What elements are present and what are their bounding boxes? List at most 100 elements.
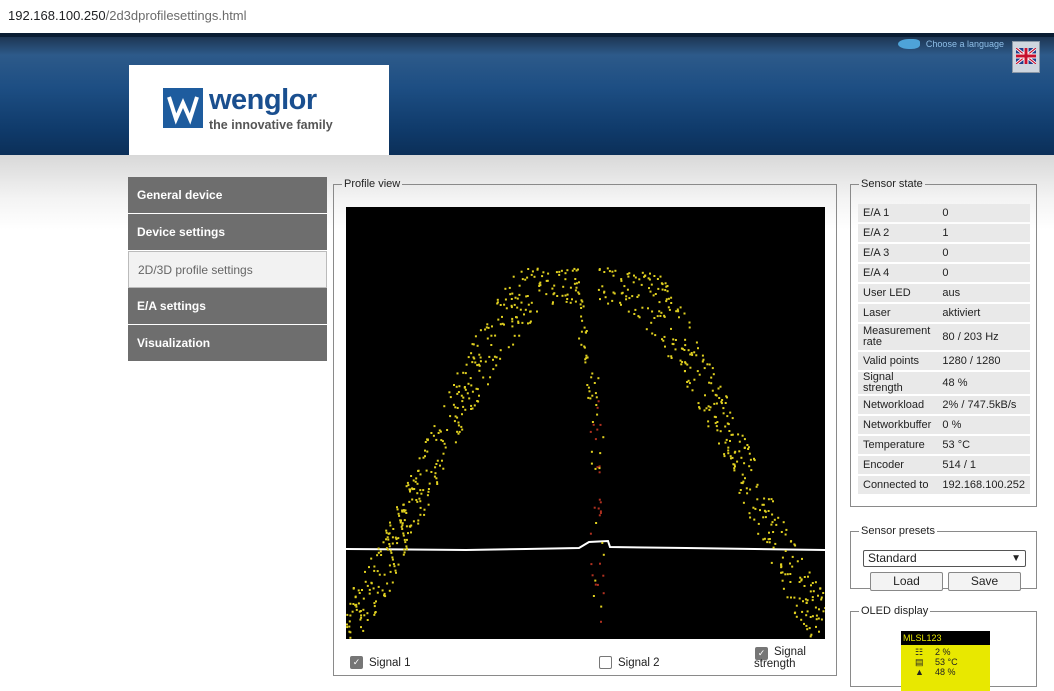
profile-point [756, 483, 759, 486]
uk-flag-icon[interactable] [1012, 41, 1040, 73]
sensor-state-key: Networkbuffer [858, 416, 938, 434]
profile-point [410, 531, 412, 534]
profile-point [349, 614, 352, 617]
profile-point [566, 293, 569, 296]
save-button[interactable]: Save [948, 572, 1021, 591]
profile-point [471, 407, 474, 410]
profile-point [352, 587, 355, 590]
profile-point [672, 338, 675, 341]
profile-point [476, 388, 479, 391]
profile-point [805, 601, 808, 604]
sensor-state-key-text: Temperature [863, 438, 925, 451]
profile-point [822, 592, 825, 594]
profile-point [596, 406, 599, 409]
signal2-checkbox[interactable]: Signal 2 [599, 656, 660, 669]
profile-point [408, 500, 411, 503]
profile-point [380, 554, 383, 556]
profile-point [602, 592, 605, 595]
profile-point [418, 457, 421, 460]
profile-point [684, 338, 687, 341]
sensor-state-key-text: User LED [863, 286, 911, 299]
profile-point [564, 278, 567, 281]
profile-point [664, 282, 667, 285]
profile-point [726, 422, 729, 425]
load-button[interactable]: Load [870, 572, 943, 591]
signal1-checkbox[interactable]: ✓ Signal 1 [350, 656, 411, 669]
sensor-state-key: User LED [858, 284, 938, 302]
url-text[interactable]: 192.168.100.250/2d3dprofilesettings.html [8, 8, 247, 23]
profile-point [799, 576, 802, 579]
profile-point [599, 510, 602, 513]
profile-point [359, 610, 362, 612]
language-chooser[interactable]: Choose a language [897, 39, 1004, 49]
profile-point [405, 485, 408, 488]
profile-point [657, 287, 660, 290]
profile-point [677, 310, 680, 313]
profile-point [395, 538, 398, 541]
profile-point [565, 300, 568, 303]
profile-point [493, 355, 496, 358]
profile-point [404, 509, 407, 512]
profile-point [784, 550, 787, 552]
profile-point [402, 553, 405, 556]
brand-name: wenglor [209, 84, 317, 116]
profile-point [725, 395, 728, 398]
profile-point [468, 397, 471, 400]
profile-point [707, 425, 710, 428]
profile-point [362, 597, 365, 600]
profile-point [664, 345, 666, 348]
profile-point [377, 585, 380, 588]
oled-title: MLSL123 [901, 631, 990, 645]
nav-item-visualization[interactable]: Visualization [128, 325, 327, 362]
profile-point [793, 543, 796, 546]
preset-select[interactable]: Standard ▼ [863, 550, 1026, 567]
profile-point [738, 450, 741, 453]
profile-point [478, 363, 480, 366]
profile-point [742, 480, 745, 483]
profile-point [376, 554, 379, 557]
profile-point [640, 283, 643, 286]
profile-point [590, 450, 593, 453]
profile-point [402, 532, 405, 535]
profile-point [746, 444, 749, 446]
profile-view-panel: Profile view ✓ Signal 1 Signal 2 ✓ Signa… [333, 178, 837, 676]
profile-point [529, 321, 532, 324]
profile-point [718, 397, 721, 399]
profile-point [762, 516, 765, 519]
profile-point [693, 351, 696, 354]
profile-point [378, 573, 381, 576]
nav-item-device-settings[interactable]: Device settings [128, 214, 327, 251]
profile-point [517, 322, 520, 324]
profile-point [634, 308, 637, 311]
profile-points [346, 267, 825, 639]
profile-point [513, 303, 516, 306]
profile-point [690, 352, 693, 354]
profile-point [763, 537, 766, 540]
oled-temperature-value: 53 °C [935, 657, 958, 667]
profile-point [349, 602, 352, 605]
profile-point [781, 579, 784, 582]
nav-item-ea-settings[interactable]: E/A settings [128, 288, 327, 325]
sensor-state-row: E/A 3 0 [858, 244, 1030, 262]
profile-point [443, 442, 446, 445]
profile-point [809, 590, 812, 593]
profile-point [515, 316, 517, 319]
profile-point [417, 519, 420, 522]
profile-point [729, 411, 732, 414]
profile-point [424, 449, 426, 452]
profile-point [598, 465, 601, 468]
profile-point [667, 355, 670, 358]
profile-point [499, 357, 502, 360]
profile-point [581, 300, 584, 303]
nav-item-general-device[interactable]: General device [128, 177, 327, 214]
profile-point [711, 367, 714, 370]
profile-point [460, 425, 463, 428]
profile-point [462, 371, 465, 374]
address-bar[interactable]: 192.168.100.250/2d3dprofilesettings.html [0, 0, 1054, 33]
profile-point [586, 384, 589, 386]
signal-strength-checkbox[interactable]: ✓ Signal strength [754, 646, 806, 670]
profile-point [410, 524, 413, 527]
profile-plot [346, 207, 825, 639]
profile-point [474, 361, 477, 364]
nav-item-profile-settings[interactable]: 2D/3D profile settings [128, 251, 327, 288]
